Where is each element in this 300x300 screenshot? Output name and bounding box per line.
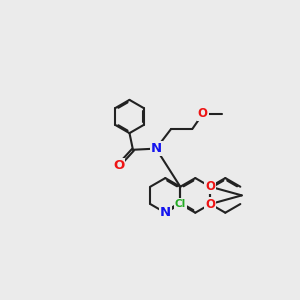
Text: Cl: Cl bbox=[175, 199, 186, 209]
Text: N: N bbox=[160, 206, 171, 219]
Text: N: N bbox=[151, 142, 162, 155]
Text: O: O bbox=[205, 180, 215, 193]
Text: O: O bbox=[113, 159, 124, 172]
Text: O: O bbox=[198, 107, 208, 121]
Text: O: O bbox=[205, 198, 215, 211]
